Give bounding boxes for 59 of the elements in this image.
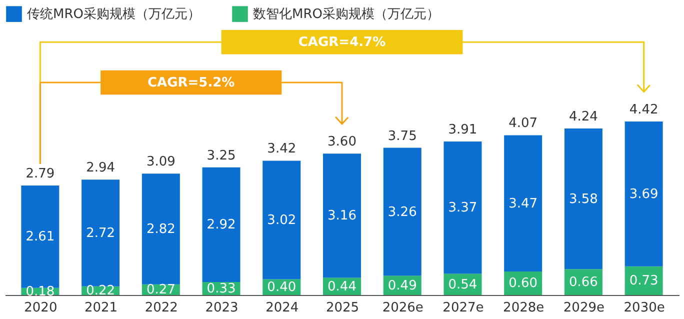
total-label: 3.42 [267,142,296,157]
bar [142,174,180,284]
total-label: 2.94 [86,160,116,176]
total-label: 2.79 [26,166,55,182]
total-label: 3.75 [388,128,417,144]
x-tick-label: 2026e [382,300,424,316]
total-label: 3.60 [328,134,356,150]
x-tick-label: 2020 [24,300,58,316]
bar [624,266,663,295]
data-label: 3.69 [629,186,658,202]
data-label: 0.54 [448,277,478,292]
data-label: 3.02 [267,213,296,228]
data-label: 0.49 [388,278,417,294]
x-tick-label: 2021 [84,300,118,316]
legend-label: 数智化MRO采购规模（万亿元） [253,7,440,22]
x-tick-label: 2028e [503,300,544,316]
text: CAGR=4.7% [298,35,386,50]
data-label: 0.22 [86,284,116,299]
data-label: 0.40 [267,280,296,296]
bar [262,160,301,280]
data-label: 3.58 [568,192,598,207]
legend-label: 传统MRO采购规模（万亿元） [27,7,200,22]
x-tick-label: 2027e [442,300,484,316]
total-label: 4.07 [508,116,538,132]
bar [323,154,361,278]
total-label: 3.25 [206,148,236,164]
bar [624,121,663,266]
total-label: 4.42 [629,102,658,118]
data-label: 2.92 [206,218,236,233]
total-label: 4.24 [568,110,598,125]
x-tick-label: 2022 [144,300,178,316]
bar [504,135,542,272]
bar [383,148,422,276]
data-label: 2.61 [26,230,55,245]
data-label: 3.37 [448,200,478,216]
data-label: 3.47 [508,196,538,212]
x-tick-label: 2023 [205,300,238,316]
bar [82,180,120,286]
data-label: 0.18 [26,284,55,300]
data-label: 3.16 [328,208,356,224]
data-label: 0.44 [328,279,356,294]
x-tick-label: 2030e [624,300,665,316]
data-label: 0.33 [206,282,236,297]
total-label: 3.91 [448,122,478,138]
text: CAGR=5.2% [147,75,235,90]
x-tick-label: 2024 [266,300,299,316]
bar [202,167,240,282]
data-label: 2.82 [146,222,176,238]
x-tick-label: 2025 [326,300,360,316]
bar [564,128,602,270]
data-label: 0.27 [146,282,176,298]
data-label: 2.72 [86,226,116,241]
data-label: 0.73 [629,274,658,289]
x-tick-label: 2029e [563,300,604,316]
data-label: 0.66 [568,275,598,290]
data-label: 3.26 [388,204,417,220]
data-label: 0.60 [508,276,538,292]
total-label: 3.09 [146,154,176,170]
bar [444,141,482,274]
